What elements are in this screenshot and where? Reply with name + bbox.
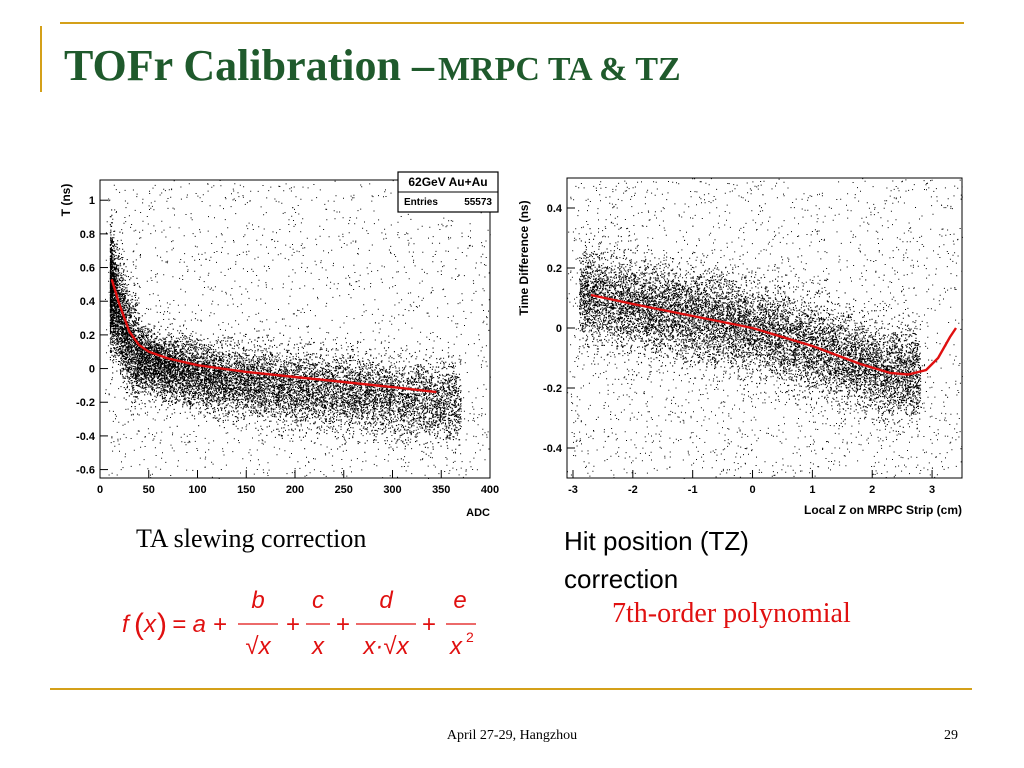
x-axis-label: Local Z on MRPC Strip (cm) <box>804 503 962 517</box>
formula-plus2: + <box>336 611 350 638</box>
x-axis-label: ADC <box>466 507 490 519</box>
formula-den2: x <box>311 633 325 660</box>
title-sub: MRPC TA & TZ <box>437 51 681 88</box>
y-tick-label: -0.4 <box>76 431 96 443</box>
y-tick-label: -0.2 <box>543 383 562 395</box>
x-tick-label: -2 <box>628 484 638 496</box>
y-tick-label: 0.4 <box>80 296 96 308</box>
y-tick-label: 0.8 <box>80 229 95 241</box>
ta-slewing-chart: 0 50 100 150 200 250 300 350 400 -0.6 -0.4 -0.2 0 0.2… <box>59 171 499 519</box>
y-tick-label: 0.4 <box>547 203 563 215</box>
x-tick-label: 250 <box>335 484 353 496</box>
formula-eq: = a + <box>172 611 227 638</box>
ta-caption: TA slewing correction <box>136 524 367 553</box>
scatter-points <box>105 180 491 479</box>
x-tick-label: 2 <box>869 484 875 496</box>
axis-ticks: -3 -2 -1 0 1 2 3 -0.4 -0.2 0 0.2 0.4 <box>543 203 935 496</box>
formula-plus1: + <box>286 611 300 638</box>
y-tick-label: 1 <box>89 195 95 207</box>
stats-box: 62GeV Au+Au Entries 55573 <box>397 171 499 213</box>
formula-plus3: + <box>422 611 436 638</box>
stats-entries-label: Entries <box>404 197 438 208</box>
formula-arg: x <box>143 611 157 638</box>
title-main: TOFr Calibration – <box>64 41 434 90</box>
x-tick-label: 150 <box>237 484 255 496</box>
slewing-formula: f ( x ) = a + b √x + c x + d x·√x + e x … <box>122 587 476 660</box>
polynomial-label: 7th-order polynomial <box>612 598 851 629</box>
x-tick-label: -1 <box>688 484 698 496</box>
tz-caption: Hit position (TZ) correction <box>564 526 749 594</box>
formula-den3: x·√x <box>362 633 409 660</box>
page-number: 29 <box>944 728 958 743</box>
formula-f: f <box>122 611 131 638</box>
top-accent-bar <box>60 22 964 24</box>
axis-ticks: 0 50 100 150 200 250 300 350 400 -0.6 -0.4 -0.2 0 0.2… <box>76 195 499 496</box>
formula-den1: √x <box>245 633 271 660</box>
formula-paren-open: ( <box>134 608 144 641</box>
fit-curve <box>590 293 957 376</box>
x-tick-label: 300 <box>383 484 401 496</box>
x-tick-label: -3 <box>568 484 578 496</box>
formula-num4: e <box>453 587 466 614</box>
scatter-cloud <box>105 180 491 479</box>
y-tick-label: 0 <box>556 323 562 335</box>
footer-date: April 27-29, Hangzhou <box>446 728 578 743</box>
y-tick-label: -0.2 <box>76 397 95 409</box>
formula-paren-close: ) <box>157 608 167 641</box>
y-tick-label: 0.2 <box>80 330 95 342</box>
bottom-accent-bar <box>50 688 972 690</box>
x-tick-label: 1 <box>809 484 815 496</box>
x-tick-label: 3 <box>929 484 935 496</box>
formula-exp4: 2 <box>466 629 474 645</box>
scatter-cloud <box>567 178 963 479</box>
formula-num3: d <box>379 587 393 614</box>
y-tick-label: 0.6 <box>80 263 95 275</box>
y-tick-label: -0.4 <box>543 443 563 455</box>
formula-num1: b <box>251 587 264 614</box>
slide-title: TOFr Calibration – MRPC TA & TZ <box>64 40 681 91</box>
stats-entries-value: 55573 <box>464 197 492 208</box>
y-tick-label: 0.2 <box>547 263 562 275</box>
x-tick-label: 400 <box>481 484 499 496</box>
x-tick-label: 0 <box>97 484 103 496</box>
fit-curve <box>110 278 437 394</box>
x-tick-label: 0 <box>749 484 755 496</box>
formula-den4: x <box>449 633 463 660</box>
y-tick-label: -0.6 <box>76 465 95 477</box>
x-tick-label: 350 <box>432 484 450 496</box>
formula-num2: c <box>312 587 324 614</box>
stats-title: 62GeV Au+Au <box>408 175 487 189</box>
left-accent-bar <box>40 26 42 92</box>
y-axis-label: Time Difference (ns) <box>517 200 531 315</box>
x-tick-label: 100 <box>188 484 206 496</box>
y-tick-label: 0 <box>89 364 95 376</box>
x-tick-label: 200 <box>286 484 304 496</box>
tz-hit-position-chart: -3 -2 -1 0 1 2 3 -0.4 -0.2 0 0.2 0.4 Time Differenc… <box>517 177 963 517</box>
y-axis-label: T (ns) <box>59 184 73 217</box>
x-tick-label: 50 <box>143 484 155 496</box>
scatter-points <box>567 178 963 479</box>
